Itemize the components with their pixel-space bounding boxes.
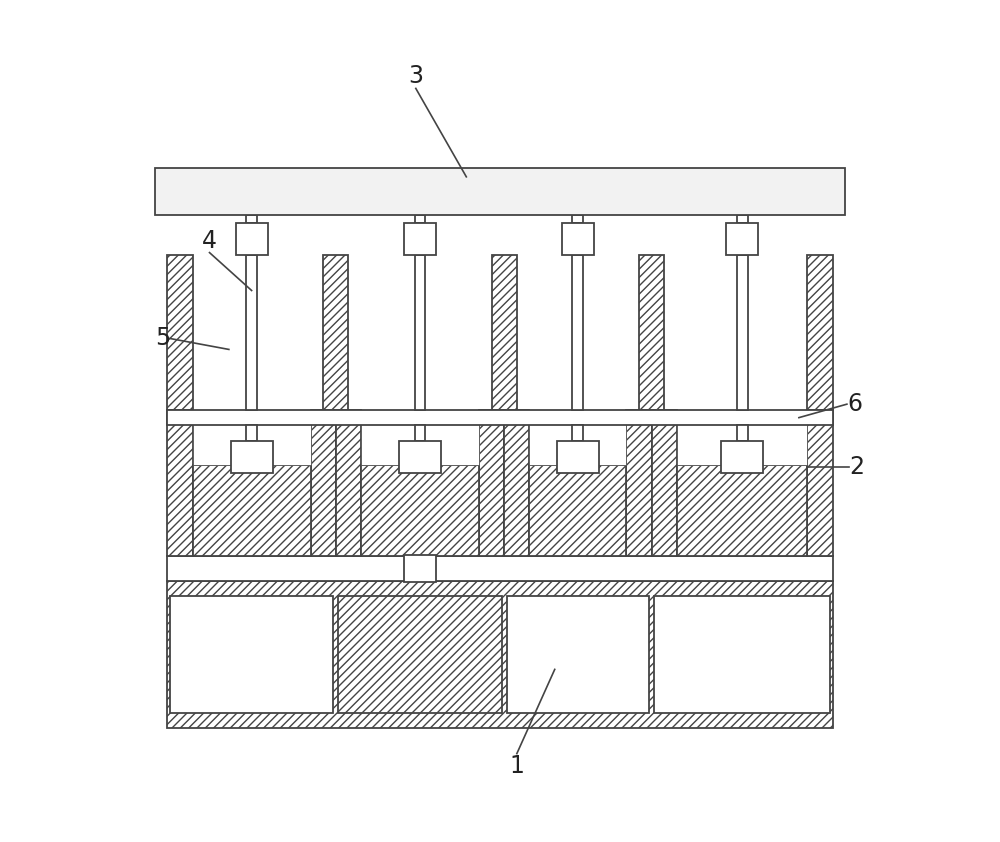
Text: 5: 5 <box>155 327 170 350</box>
Bar <box>677 466 807 556</box>
Bar <box>311 410 336 556</box>
Bar <box>338 596 502 713</box>
Bar <box>323 255 348 410</box>
Bar <box>193 410 311 466</box>
Bar <box>652 410 677 556</box>
Text: 6: 6 <box>847 392 862 416</box>
Bar <box>246 425 257 440</box>
Bar <box>336 410 361 556</box>
Bar <box>404 555 436 582</box>
Bar <box>399 440 441 472</box>
Bar <box>167 556 833 581</box>
Bar <box>415 215 425 223</box>
Bar <box>557 440 599 472</box>
Bar <box>415 425 425 440</box>
Text: 4: 4 <box>202 228 217 253</box>
Bar <box>361 410 479 466</box>
Bar <box>361 466 479 556</box>
Bar <box>167 410 193 556</box>
Bar <box>492 255 517 410</box>
Bar <box>654 596 830 713</box>
Text: 3: 3 <box>408 64 423 88</box>
Bar <box>572 255 583 410</box>
Bar <box>246 215 257 223</box>
Bar <box>726 223 758 255</box>
Bar <box>167 255 193 410</box>
Text: 1: 1 <box>509 754 524 778</box>
Bar <box>155 168 845 215</box>
Bar <box>231 440 273 472</box>
Bar <box>404 223 436 255</box>
Bar <box>246 255 257 410</box>
Bar <box>737 425 748 440</box>
Bar <box>562 223 594 255</box>
Bar <box>737 215 748 223</box>
Bar <box>170 596 333 713</box>
Bar <box>572 215 583 223</box>
Bar <box>572 425 583 440</box>
Bar <box>507 596 649 713</box>
Bar <box>415 255 425 410</box>
Bar <box>626 410 652 556</box>
Bar <box>677 410 807 466</box>
Bar <box>479 410 504 556</box>
Bar <box>167 410 833 425</box>
Bar <box>529 410 626 466</box>
Bar <box>504 410 529 556</box>
Bar <box>737 255 748 410</box>
Bar <box>807 410 833 556</box>
Bar <box>807 255 833 410</box>
Bar <box>721 440 763 472</box>
Bar <box>236 223 268 255</box>
Text: 2: 2 <box>849 456 864 479</box>
Bar <box>639 255 664 410</box>
Bar <box>193 466 311 556</box>
Bar <box>167 581 833 728</box>
Bar <box>529 466 626 556</box>
